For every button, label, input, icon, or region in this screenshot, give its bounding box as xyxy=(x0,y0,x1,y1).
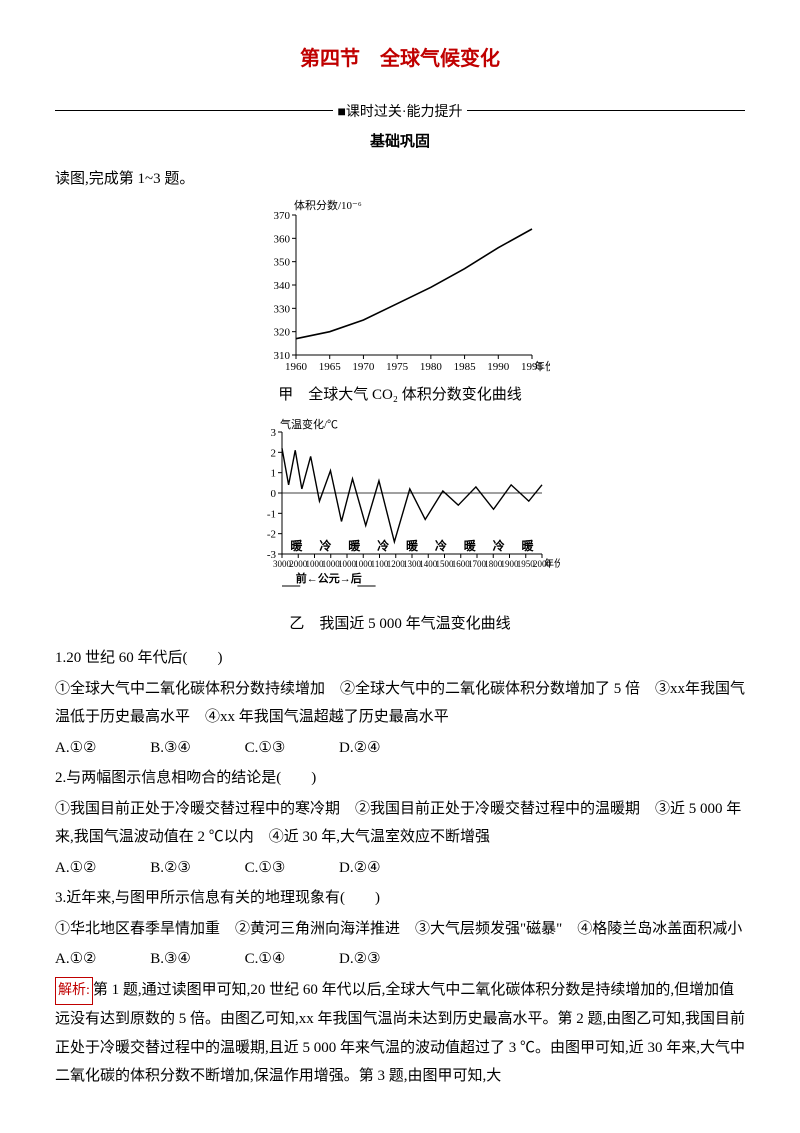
co2-chart: 3103203303403503603701960196519701975198… xyxy=(250,197,550,377)
q1-stem: 1.20 世纪 60 年代后( ) xyxy=(55,644,745,673)
svg-text:-1: -1 xyxy=(267,508,276,520)
svg-text:暖: 暖 xyxy=(348,538,361,553)
q3-option-c: C.①④ xyxy=(245,945,286,974)
analysis-text: 第 1 题,通过读图甲可知,20 世纪 60 年代以后,全球大气中二氧化碳体积分… xyxy=(55,982,745,1085)
q1-option-b: B.③④ xyxy=(150,734,191,763)
svg-text:1960: 1960 xyxy=(285,361,308,373)
q2-stem: 2.与两幅图示信息相吻合的结论是( ) xyxy=(55,764,745,793)
section-heading: 基础巩固 xyxy=(55,128,745,157)
svg-text:冷: 冷 xyxy=(377,538,389,553)
q2-option-a: A.①② xyxy=(55,854,96,883)
q2-option-d: D.②④ xyxy=(339,854,380,883)
q1-option-a: A.①② xyxy=(55,734,96,763)
svg-text:340: 340 xyxy=(274,280,291,292)
analysis: 解析:第 1 题,通过读图甲可知,20 世纪 60 年代以后,全球大气中二氧化碳… xyxy=(55,976,745,1091)
svg-text:气温变化/℃: 气温变化/℃ xyxy=(280,417,338,431)
figure-1-caption: 甲 全球大气 CO₂ 体积分数变化曲线 xyxy=(55,381,745,410)
page-title: 第四节 全球气候变化 xyxy=(55,40,745,78)
intro-text: 读图,完成第 1~3 题。 xyxy=(55,165,745,194)
svg-text:冷: 冷 xyxy=(319,538,331,553)
svg-text:370: 370 xyxy=(274,210,291,222)
q2-options: A.①② B.②③ C.①③ D.②④ xyxy=(55,854,745,883)
q3-items: ①华北地区春季旱情加重 ②黄河三角洲向海洋推进 ③大气层频发强"磁暴" ④格陵兰… xyxy=(55,915,745,944)
analysis-label: 解析: xyxy=(55,977,93,1006)
svg-text:0: 0 xyxy=(271,488,277,500)
svg-text:冷: 冷 xyxy=(435,538,447,553)
svg-text:1985: 1985 xyxy=(454,361,477,373)
svg-text:320: 320 xyxy=(274,327,291,339)
figure-2-caption: 乙 我国近 5 000 年气温变化曲线 xyxy=(55,610,745,639)
q2-option-c: C.①③ xyxy=(245,854,286,883)
svg-text:暖: 暖 xyxy=(522,538,535,553)
svg-text:1990: 1990 xyxy=(487,361,510,373)
q1-option-d: D.②④ xyxy=(339,734,380,763)
svg-text:-2: -2 xyxy=(267,528,276,540)
q3-options: A.①② B.③④ C.①④ D.②③ xyxy=(55,945,745,974)
temp-chart: -3-2-10123气温变化/℃暖冷暖冷暖冷暖冷暖300020001000100… xyxy=(240,416,560,606)
svg-text:暖: 暖 xyxy=(464,538,477,553)
svg-text:3: 3 xyxy=(271,427,277,439)
subline-label: ■课时过关·能力提升 xyxy=(333,100,466,127)
q2-items: ①我国目前正处于冷暖交替过程中的寒冷期 ②我国目前正处于冷暖交替过程中的温暖期 … xyxy=(55,795,745,852)
svg-text:1965: 1965 xyxy=(319,361,342,373)
svg-text:1: 1 xyxy=(271,467,277,479)
q1-items: ①全球大气中二氧化碳体积分数持续增加 ②全球大气中的二氧化碳体积分数增加了 5 … xyxy=(55,675,745,732)
q1-options: A.①② B.③④ C.①③ D.②④ xyxy=(55,734,745,763)
svg-text:350: 350 xyxy=(274,257,291,269)
q1-option-c: C.①③ xyxy=(245,734,286,763)
figure-1: 3103203303403503603701960196519701975198… xyxy=(55,197,745,377)
q3-option-a: A.①② xyxy=(55,945,96,974)
svg-text:前←公元→后: 前←公元→后 xyxy=(296,571,362,585)
svg-text:冷: 冷 xyxy=(493,538,505,553)
svg-text:1980: 1980 xyxy=(420,361,443,373)
svg-text:体积分数/10⁻⁶: 体积分数/10⁻⁶ xyxy=(294,198,362,212)
q3-option-d: D.②③ xyxy=(339,945,380,974)
svg-text:360: 360 xyxy=(274,233,291,245)
svg-text:2: 2 xyxy=(271,447,277,459)
figure-2: -3-2-10123气温变化/℃暖冷暖冷暖冷暖冷暖300020001000100… xyxy=(55,416,745,606)
svg-text:330: 330 xyxy=(274,303,291,315)
svg-text:1970: 1970 xyxy=(352,361,375,373)
q3-option-b: B.③④ xyxy=(150,945,191,974)
svg-text:暖: 暖 xyxy=(290,538,303,553)
svg-text:暖: 暖 xyxy=(406,538,419,553)
q2-option-b: B.②③ xyxy=(150,854,191,883)
svg-text:年份: 年份 xyxy=(544,557,560,570)
subline-row: ■课时过关·能力提升 xyxy=(55,98,745,122)
q3-stem: 3.近年来,与图甲所示信息有关的地理现象有( ) xyxy=(55,884,745,913)
svg-text:年份: 年份 xyxy=(534,359,550,373)
svg-text:1975: 1975 xyxy=(386,361,409,373)
